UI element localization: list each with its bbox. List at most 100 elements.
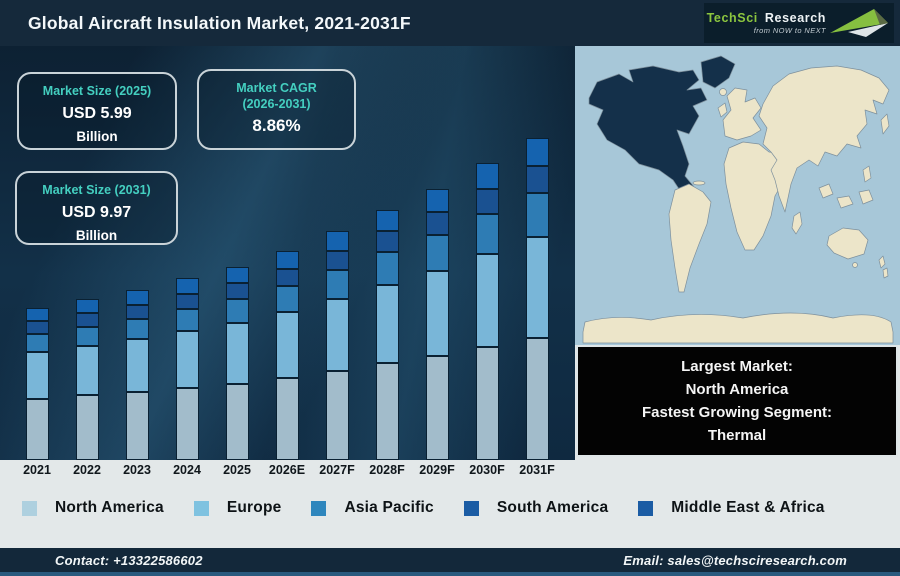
- x-axis-label: 2025: [223, 463, 251, 477]
- bar-segment-south-america: [225, 283, 249, 299]
- legend-swatch: [311, 500, 327, 516]
- x-axis-label: 2021: [23, 463, 51, 477]
- market-size-2025-card: Market Size (2025) USD 5.99 Billion: [17, 72, 177, 150]
- brand-logo: TechSci Research from NOW to NEXT: [704, 3, 894, 43]
- bar-segment-south-america: [525, 166, 549, 193]
- legend-label: Asia Pacific: [344, 499, 434, 516]
- card-value: USD 9.97: [61, 204, 132, 221]
- bar-segment-north-america: [525, 338, 549, 460]
- info-largest-market-value: North America: [685, 381, 789, 398]
- bar-2027F: [325, 231, 349, 460]
- bar-segment-europe: [125, 339, 149, 392]
- bar-segment-north-america: [225, 384, 249, 460]
- market-size-2031-card: Market Size (2031) USD 9.97 Billion: [15, 171, 178, 245]
- legend-label: Europe: [226, 499, 282, 516]
- x-axis-label: 2031F: [519, 463, 555, 477]
- card-value: USD 5.99: [62, 105, 132, 122]
- x-axis-label: 2030F: [469, 463, 505, 477]
- bar-segment-europe: [375, 285, 399, 363]
- bar-segment-north-america: [275, 378, 299, 460]
- legend-item-north-america: North America: [22, 499, 164, 517]
- bar-segment-asia-pacific: [225, 299, 249, 323]
- map-north-america: [588, 65, 708, 199]
- bar-segment-middle-east-africa: [75, 299, 99, 313]
- card-title: Market Size (2031): [42, 183, 151, 197]
- brand-logo-text: TechSci Research from NOW to NEXT: [707, 11, 826, 35]
- bar-segment-north-america: [375, 363, 399, 460]
- stacked-bar-chart: [0, 46, 575, 460]
- x-axis-label: 2029F: [419, 463, 455, 477]
- bar-segment-middle-east-africa: [275, 251, 299, 269]
- bar-2031F: [525, 138, 549, 460]
- bar-segment-south-america: [325, 251, 349, 270]
- x-axis-label: 2027F: [319, 463, 355, 477]
- bar-segment-asia-pacific: [275, 286, 299, 312]
- map-info-box: Largest Market: North America Fastest Gr…: [576, 345, 898, 457]
- bar-segment-asia-pacific: [325, 270, 349, 299]
- legend-swatch: [193, 500, 209, 516]
- bar-segment-asia-pacific: [125, 319, 149, 339]
- bar-segment-middle-east-africa: [225, 267, 249, 283]
- bar-segment-south-america: [425, 212, 449, 235]
- world-map: [575, 46, 900, 345]
- chart-legend: North America Europe Asia Pacific South Ame…: [0, 493, 900, 523]
- bar-segment-europe: [75, 346, 99, 395]
- bar-segment-north-america: [25, 399, 49, 460]
- bar-2028F: [375, 210, 399, 460]
- x-axis-label: 2023: [123, 463, 151, 477]
- legend-item-asia-pacific: Asia Pacific: [311, 499, 434, 517]
- header-bar: Global Aircraft Insulation Market, 2021-…: [0, 0, 900, 46]
- bar-segment-south-america: [375, 231, 399, 252]
- bar-segment-middle-east-africa: [525, 138, 549, 166]
- bar-2023: [125, 290, 149, 460]
- chart-panel: Market Size (2025) USD 5.99 Billion Mark…: [0, 46, 575, 460]
- bar-segment-asia-pacific: [175, 309, 199, 331]
- bar-segment-asia-pacific: [475, 214, 499, 254]
- x-axis-label: 2022: [73, 463, 101, 477]
- bar-segment-europe: [425, 271, 449, 356]
- legend-item-south-america: South America: [463, 499, 609, 517]
- card-title-line2: (2026-2031): [242, 97, 311, 111]
- bar-segment-south-america: [275, 269, 299, 286]
- bar-segment-south-america: [25, 321, 49, 334]
- bar-segment-middle-east-africa: [425, 189, 449, 212]
- bar-2022: [75, 299, 99, 460]
- info-largest-market-label: Largest Market:: [681, 358, 793, 375]
- bar-segment-north-america: [175, 388, 199, 460]
- bar-segment-south-america: [75, 313, 99, 327]
- bar-segment-europe: [325, 299, 349, 371]
- bar-segment-europe: [225, 323, 249, 384]
- bar-segment-south-america: [125, 305, 149, 319]
- bar-2021: [25, 308, 49, 460]
- bar-segment-asia-pacific: [425, 235, 449, 271]
- bar-segment-middle-east-africa: [125, 290, 149, 305]
- world-map-svg: [575, 46, 900, 345]
- x-axis-label: 2028F: [369, 463, 405, 477]
- legend-label: North America: [55, 499, 164, 516]
- bar-segment-north-america: [325, 371, 349, 460]
- bar-segment-south-america: [175, 294, 199, 309]
- brand-name-secondary: Research: [764, 11, 826, 25]
- bar-segment-middle-east-africa: [475, 163, 499, 189]
- bar-segment-north-america: [425, 356, 449, 460]
- bar-segment-south-america: [475, 189, 499, 214]
- market-cagr-card: Market CAGR (2026-2031) 8.86%: [197, 69, 356, 150]
- bar-2024: [175, 278, 199, 460]
- bar-segment-middle-east-africa: [25, 308, 49, 321]
- brand-arrow-icon: [830, 9, 888, 37]
- bar-segment-north-america: [125, 392, 149, 460]
- bar-segment-europe: [475, 254, 499, 347]
- bar-segment-north-america: [475, 347, 499, 460]
- legend-item-middle-east-africa: Middle East & Africa: [638, 499, 824, 517]
- legend-label: South America: [496, 499, 609, 516]
- legend-swatch: [22, 500, 37, 516]
- footer-bar: Contact: +13322586602 Email: sales@techs…: [0, 548, 900, 576]
- bar-segment-europe: [275, 312, 299, 378]
- bar-2030F: [475, 163, 499, 460]
- bar-segment-middle-east-africa: [325, 231, 349, 251]
- bottom-strip: 2021 2022 2023 2024 2025 2026E 2027F 2028F 2029F…: [0, 460, 900, 548]
- bar-segment-north-america: [75, 395, 99, 460]
- bar-segment-asia-pacific: [375, 252, 399, 285]
- bar-2025: [225, 267, 249, 460]
